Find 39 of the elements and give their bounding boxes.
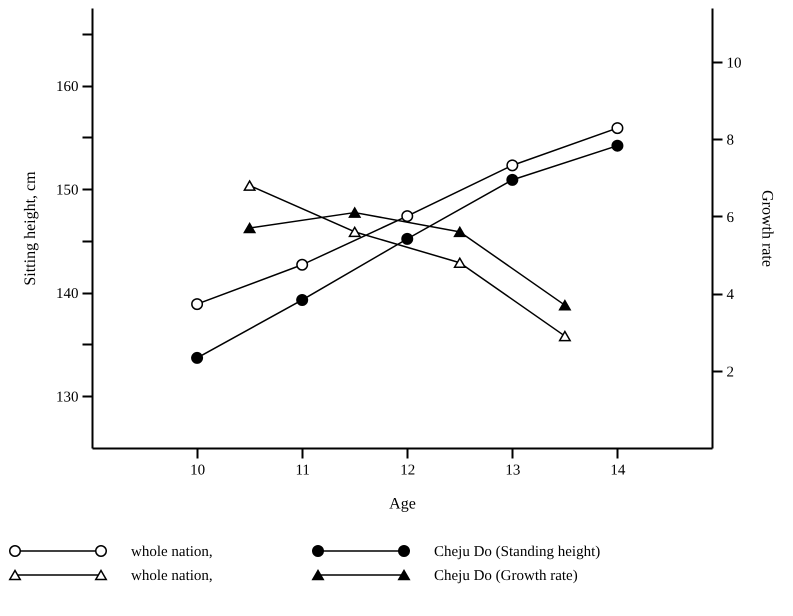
legend-label: whole nation,: [131, 568, 213, 584]
point: [454, 257, 466, 268]
point: [506, 174, 518, 186]
x-tick-label: 11: [295, 462, 310, 478]
point: [348, 226, 361, 238]
legend-label: Cheju Do (Standing height): [434, 544, 600, 560]
point: [191, 352, 204, 364]
y2-tick-label: 10: [726, 56, 742, 72]
point: [611, 122, 624, 134]
x-axis-title: Age: [389, 496, 416, 512]
point: [296, 294, 308, 306]
point: [454, 226, 466, 238]
point: [401, 232, 414, 245]
y-tick-label: 140: [56, 286, 78, 302]
x-tick-label: 12: [400, 462, 416, 478]
y2-tick-label: 2: [726, 364, 734, 380]
point: [244, 222, 256, 234]
y-tick-label: 160: [56, 79, 78, 96]
point: [611, 140, 624, 152]
legend-label: whole nation,: [131, 544, 213, 560]
point: [296, 258, 308, 271]
x-tick-label: 10: [190, 462, 206, 478]
y-tick-label: 150: [56, 182, 78, 199]
y2-tick-label: 4: [726, 287, 734, 304]
legend-label: Cheju Do (Growth rate): [434, 568, 578, 584]
y-axis-title: Sitting height, cm: [22, 170, 39, 286]
x-tick-label: 13: [505, 462, 520, 478]
point: [558, 330, 571, 342]
y-tick-label: 130: [56, 390, 78, 406]
y2-tick-label: 6: [726, 210, 734, 226]
point: [244, 180, 256, 191]
x-tick-label: 14: [610, 462, 626, 478]
point: [558, 300, 571, 310]
point: [348, 207, 361, 218]
point: [401, 210, 414, 222]
point: [191, 298, 204, 310]
point: [506, 159, 518, 172]
y2-axis-title: Growth rate: [758, 190, 776, 267]
y2-tick-label: 8: [726, 132, 734, 149]
